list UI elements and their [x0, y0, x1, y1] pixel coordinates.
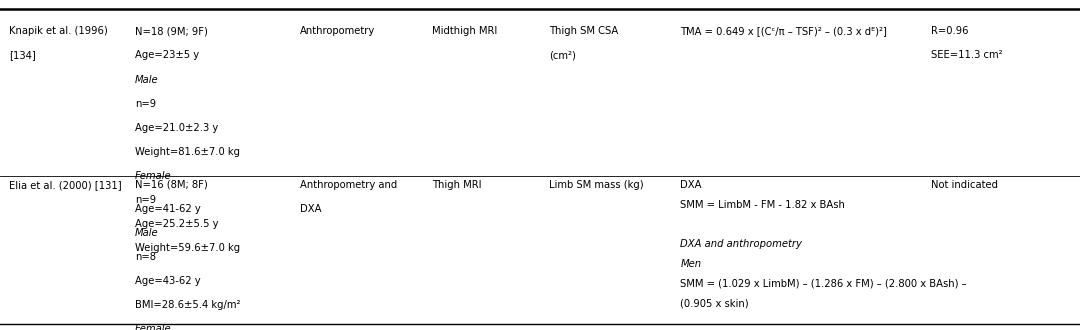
Text: Male: Male: [135, 228, 159, 238]
Text: N=16 (8M; 8F): N=16 (8M; 8F): [135, 180, 207, 190]
Text: Men: Men: [680, 259, 702, 269]
Text: (0.905 x skin): (0.905 x skin): [680, 299, 750, 309]
Text: Age=21.0±2.3 y: Age=21.0±2.3 y: [135, 123, 218, 133]
Text: Female: Female: [135, 171, 172, 181]
Text: Thigh MRI: Thigh MRI: [432, 180, 482, 190]
Text: Anthropometry: Anthropometry: [300, 26, 376, 36]
Text: Limb SM mass (kg): Limb SM mass (kg): [549, 180, 644, 190]
Text: n=8: n=8: [135, 252, 156, 262]
Text: SMM = (1.029 x LimbM) – (1.286 x FM) – (2.800 x BAsh) –: SMM = (1.029 x LimbM) – (1.286 x FM) – (…: [680, 279, 967, 289]
Text: Age=43-62 y: Age=43-62 y: [135, 276, 201, 286]
Text: [134]: [134]: [9, 50, 36, 60]
Text: Age=25.2±5.5 y: Age=25.2±5.5 y: [135, 219, 218, 229]
Text: Elia et al. (2000) [131]: Elia et al. (2000) [131]: [9, 180, 121, 190]
Text: SMM = LimbM - FM - 1.82 x BAsh: SMM = LimbM - FM - 1.82 x BAsh: [680, 200, 846, 210]
Text: Male: Male: [135, 75, 159, 84]
Text: Female: Female: [135, 324, 172, 330]
Text: n=9: n=9: [135, 99, 157, 109]
Text: Weight=81.6±7.0 kg: Weight=81.6±7.0 kg: [135, 147, 240, 157]
Text: Age=23±5 y: Age=23±5 y: [135, 50, 199, 60]
Text: Midthigh MRI: Midthigh MRI: [432, 26, 497, 36]
Text: BMI=28.6±5.4 kg/m²: BMI=28.6±5.4 kg/m²: [135, 300, 241, 310]
Text: Anthropometry and: Anthropometry and: [300, 180, 397, 190]
Text: TMA = 0.649 x [(Cᶜ/π – TSF)² – (0.3 x dᴱ)²]: TMA = 0.649 x [(Cᶜ/π – TSF)² – (0.3 x dᴱ…: [680, 26, 888, 36]
Text: DXA and anthropometry: DXA and anthropometry: [680, 239, 802, 249]
Text: n=9: n=9: [135, 195, 157, 205]
Text: DXA: DXA: [300, 204, 322, 214]
Text: Not indicated: Not indicated: [931, 180, 998, 190]
Text: Thigh SM CSA: Thigh SM CSA: [549, 26, 618, 36]
Text: R=0.96: R=0.96: [931, 26, 969, 36]
Text: Age=41-62 y: Age=41-62 y: [135, 204, 201, 214]
Text: SEE=11.3 cm²: SEE=11.3 cm²: [931, 50, 1002, 60]
Text: Knapik et al. (1996): Knapik et al. (1996): [9, 26, 107, 36]
Text: N=18 (9M; 9F): N=18 (9M; 9F): [135, 26, 207, 36]
Text: Weight=59.6±7.0 kg: Weight=59.6±7.0 kg: [135, 243, 240, 253]
Text: DXA: DXA: [680, 180, 702, 190]
Text: (cm²): (cm²): [549, 50, 576, 60]
